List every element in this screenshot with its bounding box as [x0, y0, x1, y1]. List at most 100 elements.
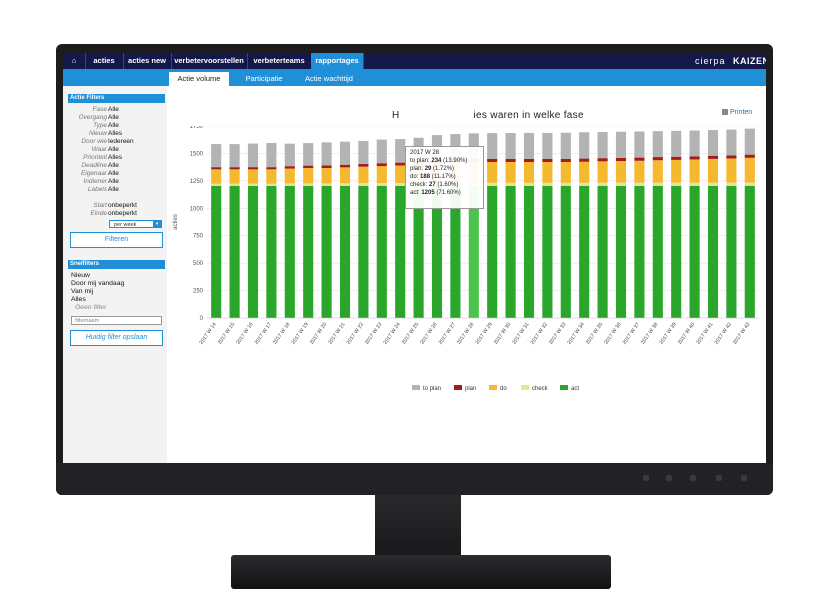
end-row[interactable]: Einde onbeperkt	[63, 210, 167, 218]
x-tick-label: 2017 W 18	[272, 322, 291, 346]
bar-segment-to-plan	[634, 131, 645, 158]
bar-segment-to-plan	[707, 130, 719, 156]
filter-row[interactable]: Prioriteit Alles	[63, 154, 167, 162]
x-tick-label: 2017 W 31	[511, 322, 530, 346]
filter-label: Overgang	[78, 114, 107, 121]
x-tick-label: 2017 W 28	[456, 322, 475, 346]
filter-value: Alles	[108, 154, 123, 161]
filter-value: Alles	[108, 130, 123, 137]
filter-row[interactable]: Waar Alle	[63, 146, 167, 154]
bar-segment-to-plan	[579, 132, 590, 159]
x-tick-label: 2017 W 22	[346, 322, 365, 346]
bar-segment-act	[542, 185, 553, 318]
filter-row[interactable]: Deadline Alle	[63, 162, 167, 170]
bar-segment-plan	[579, 158, 590, 162]
bar-segment-to-plan	[321, 142, 332, 166]
nav-verbeterteams[interactable]: verbeterteams	[247, 53, 312, 69]
filter-row[interactable]: Indiener Alle	[63, 178, 167, 186]
filter-label: Nieuw	[88, 130, 107, 137]
bar-segment-check	[634, 182, 645, 186]
nav-rapportages[interactable]: rapportages	[311, 53, 364, 69]
bar-segment-check	[652, 182, 663, 186]
start-value: onbeperkt	[108, 202, 137, 209]
bar-segment-check	[376, 183, 387, 186]
filter-row[interactable]: Overgang Alle	[63, 114, 167, 122]
x-tick-label: 2017 W 36	[603, 322, 622, 346]
filter-row[interactable]: Type Alle	[63, 122, 167, 130]
bar-segment-check	[579, 182, 590, 186]
filter-label: Eigenaar	[80, 170, 107, 177]
bar-segment-act	[395, 185, 406, 318]
y-axis-label: acties	[173, 214, 179, 230]
bar-segment-to-plan	[652, 131, 663, 158]
save-filter-button[interactable]: Huidig filter opslaan	[70, 330, 163, 346]
nav-acties[interactable]: acties	[85, 53, 124, 69]
bar-segment-act	[597, 185, 608, 318]
filter-row[interactable]: Nieuw Alles	[63, 130, 167, 138]
filter-row[interactable]: Labels Alle	[63, 186, 167, 194]
x-tick-label: 2017 W 33	[548, 322, 567, 346]
period-select[interactable]: per week ▾	[109, 220, 162, 228]
filters-panel-title: Actie Filters	[68, 94, 165, 103]
bar-segment-to-plan	[726, 129, 737, 156]
quick-filter-item[interactable]: Nieuw	[71, 272, 90, 279]
quick-filter-item[interactable]: Alles	[71, 296, 86, 303]
bar-segment-act	[634, 185, 645, 318]
x-tick-label: 2017 W 19	[291, 322, 310, 346]
nav-acties-new[interactable]: acties new	[123, 53, 172, 69]
bar-segment-do	[321, 168, 332, 184]
bar-segment-plan	[211, 167, 222, 170]
bar-segment-act	[339, 185, 351, 318]
end-label: Einde	[90, 210, 107, 217]
bar-segment-check	[744, 182, 755, 186]
start-row[interactable]: Start onbeperkt	[63, 202, 167, 210]
bar-segment-act	[652, 185, 663, 318]
legend-swatch-act	[560, 385, 568, 390]
bar-segment-check	[284, 183, 295, 186]
x-tick-label: 2017 W 21	[327, 322, 346, 346]
chevron-down-icon: ▾	[153, 221, 161, 227]
bar-segment-do	[229, 169, 240, 184]
y-tick-label: 750	[193, 234, 204, 240]
bar-segment-do	[247, 169, 259, 184]
bar-segment-check	[523, 182, 535, 186]
bar-segment-plan	[726, 155, 737, 159]
filter-row[interactable]: Fase Alle	[63, 106, 167, 114]
nav-verbetervoorstellen[interactable]: verbetervoorstellen	[171, 53, 248, 69]
x-tick-label: 2017 W 26	[419, 322, 438, 346]
bar-segment-act	[726, 185, 737, 318]
tab-participatie[interactable]: Participatie	[245, 74, 283, 83]
bar-segment-check	[358, 183, 369, 186]
print-link[interactable]: Printen	[722, 109, 752, 116]
bar-segment-plan	[247, 167, 259, 170]
filter-value: Alle	[108, 186, 119, 193]
bar-segment-plan	[505, 158, 516, 162]
filter-label: Door wie	[81, 138, 107, 145]
bar-segment-check	[542, 182, 553, 186]
monitor-minus-button	[666, 475, 672, 481]
home-icon[interactable]: ⌂	[63, 53, 86, 69]
brand-logo-kaizen: KAIZEN	[733, 56, 766, 66]
bar-segment-plan	[634, 157, 645, 161]
filter-name-input[interactable]: filternaam	[71, 316, 162, 325]
bar-segment-act	[247, 185, 259, 318]
bar-segment-act	[579, 185, 590, 318]
filter-row[interactable]: Door wie Iedereen	[63, 138, 167, 146]
filter-label: Type	[93, 122, 107, 129]
tab-actie-volume[interactable]: Actie volume	[169, 72, 229, 86]
x-tick-label: 2017 W 34	[567, 322, 586, 346]
filter-button[interactable]: Filteren	[70, 232, 163, 248]
bar-segment-do	[284, 168, 295, 184]
quick-filter-item[interactable]: Van mij	[71, 288, 94, 295]
monitor-power-button	[741, 475, 747, 481]
filter-row[interactable]: Eigenaar Alle	[63, 170, 167, 178]
x-tick-label: 2017 W 20	[309, 322, 328, 346]
tab-actie-wachttijd[interactable]: Actie wachttijd	[305, 74, 353, 83]
quick-filter-item[interactable]: Door mij vandaag	[71, 280, 125, 287]
bar-segment-to-plan	[211, 144, 222, 168]
bar-segment-to-plan	[505, 133, 516, 159]
bar-segment-check	[671, 182, 682, 186]
filter-value: Alle	[108, 146, 119, 153]
